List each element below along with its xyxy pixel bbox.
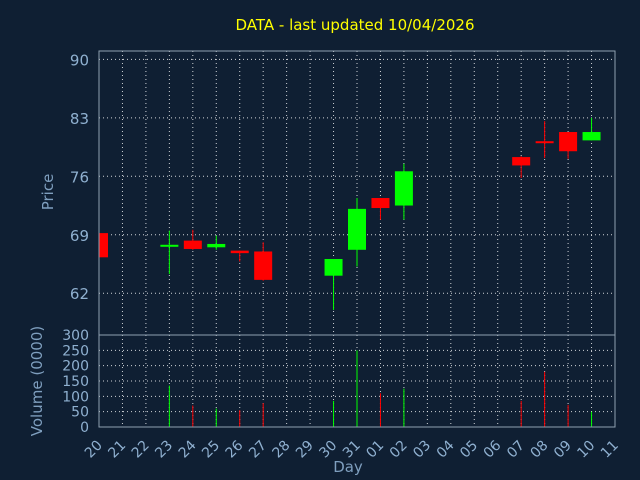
candle-body xyxy=(324,258,343,276)
candle-body xyxy=(512,157,531,166)
day-tick-label: 23 xyxy=(152,438,176,462)
price-tick-label: 76 xyxy=(70,168,89,186)
price-grid xyxy=(99,51,615,335)
candle-body xyxy=(183,240,202,249)
day-tick-label: 09 xyxy=(551,438,575,462)
day-tick-label: 28 xyxy=(270,438,294,462)
candle-body xyxy=(371,198,390,209)
candle-body xyxy=(160,244,179,247)
candle-body xyxy=(99,233,108,258)
day-tick-label: 21 xyxy=(105,438,129,462)
candle-body xyxy=(582,132,601,141)
price-tick-label: 83 xyxy=(70,110,89,128)
day-tick-label: 24 xyxy=(176,437,200,461)
day-tick-label: 20 xyxy=(82,438,106,462)
candle-body xyxy=(254,251,273,280)
candle-body xyxy=(230,250,249,254)
day-tick-label: 04 xyxy=(434,437,458,461)
candle-body xyxy=(348,208,366,250)
volume-panel-frame xyxy=(98,334,616,428)
day-tick-label: 29 xyxy=(293,438,317,462)
day-tick-label: 27 xyxy=(246,438,270,462)
price-tick-label: 69 xyxy=(70,227,89,245)
day-tick-label: 06 xyxy=(481,437,505,461)
price-candles xyxy=(98,117,601,310)
day-tick-label: 25 xyxy=(199,438,223,462)
day-tick-label: 01 xyxy=(363,438,387,462)
chart-title: DATA - last updated 10/04/2026 xyxy=(235,16,474,34)
volume-bars xyxy=(168,350,593,427)
volume-tick-label: 100 xyxy=(62,389,89,405)
day-tick-label: 03 xyxy=(410,438,434,462)
candle-body xyxy=(394,171,413,206)
price-panel-frame xyxy=(98,50,616,336)
volume-tick-label: 0 xyxy=(80,420,89,436)
day-tick-label: 08 xyxy=(528,438,552,462)
day-tick-label: 26 xyxy=(223,437,247,461)
price-tick-label: 90 xyxy=(70,51,89,69)
candle-body xyxy=(535,141,554,144)
price-tick-label: 62 xyxy=(70,285,89,303)
candle-body xyxy=(207,243,226,248)
volume-tick-label: 150 xyxy=(62,374,89,390)
price-axis-label: Price xyxy=(39,174,57,211)
volume-tick-label: 300 xyxy=(62,328,89,344)
day-tick-label: 07 xyxy=(504,438,528,462)
volume-tick-label: 250 xyxy=(62,343,89,359)
volume-tick-label: 200 xyxy=(62,359,89,375)
day-tick-label: 11 xyxy=(598,438,622,462)
x-axis-label: Day xyxy=(333,458,363,476)
day-tick-label: 10 xyxy=(574,438,598,462)
day-tick-label: 22 xyxy=(129,438,153,462)
volume-tick-label: 50 xyxy=(71,405,89,421)
candle-body xyxy=(559,132,578,152)
day-tick-label: 02 xyxy=(387,438,411,462)
day-tick-label: 05 xyxy=(457,438,481,462)
volume-axis-label: Volume (0000) xyxy=(28,326,46,436)
price-tick-labels: 62 69 76 83 90 xyxy=(70,51,89,303)
